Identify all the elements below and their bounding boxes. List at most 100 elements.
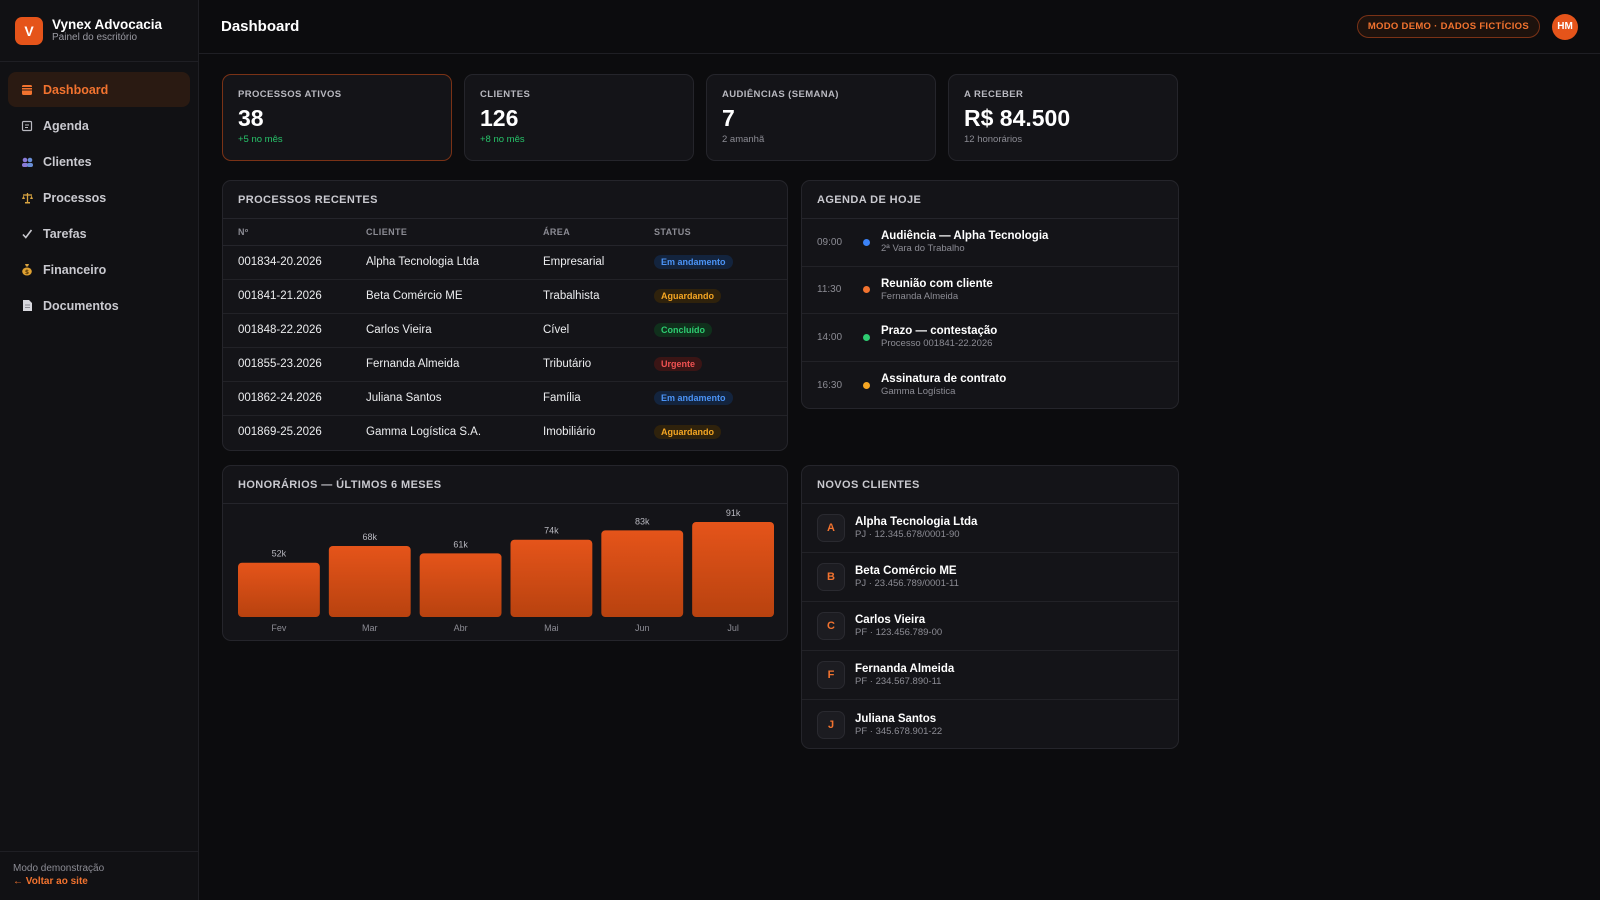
process-status-cell: Aguardando (654, 279, 787, 314)
client-avatar: J (817, 710, 845, 739)
agenda-dot-icon (863, 238, 870, 246)
client-name: Beta Comércio ME (855, 565, 957, 577)
agenda-item[interactable]: 11:30 Reunião com cliente Fernanda Almeida (802, 267, 1178, 314)
stat-value: 7 (722, 105, 735, 131)
list-item[interactable]: B Beta Comércio ME PJ · 23.456.789/0001-11 (802, 553, 1178, 602)
demo-mode-note: Modo demonstração (13, 863, 105, 874)
table-row[interactable]: 001834-20.2026 Alpha Tecnologia Ltda Empre… (223, 245, 787, 280)
client-list: A Alpha Tecnologia Ltda PJ · 12.345.678/00… (802, 504, 1178, 749)
check-icon (20, 227, 34, 241)
stat-note: 12 honorários (964, 134, 1023, 145)
stat-value: 126 (480, 105, 519, 131)
bar-value-label: 91k (726, 508, 741, 518)
table-header-row: Nº CLIENTE ÁREA STATUS (223, 219, 787, 246)
x-tick-label: Mai (544, 623, 559, 633)
page-title: Dashboard (221, 18, 300, 35)
agenda-dot-icon (863, 333, 870, 341)
process-number: 001862-24.2026 (223, 381, 366, 416)
list-item[interactable]: A Alpha Tecnologia Ltda PJ · 12.345.678/00… (802, 504, 1178, 553)
agenda-dot-icon (863, 286, 870, 294)
list-item[interactable]: F Fernanda Almeida PF · 234.567.890-11 (802, 651, 1178, 700)
stat-value: 38 (238, 105, 264, 131)
agenda-time: 16:30 (817, 379, 843, 391)
agenda-subtitle: 2ª Vara do Trabalho (881, 243, 965, 255)
sidebar-footer: Modo demonstração ← Voltar ao site (0, 851, 198, 900)
status-badge: Concluído (654, 323, 712, 337)
table-row[interactable]: 001848-22.2026 Carlos Vieira Cível Concluíd… (223, 313, 787, 348)
sidebar-item-documentos[interactable]: Documentos (8, 288, 190, 323)
stat-note: +5 no mês (238, 134, 283, 145)
grid-icon (20, 83, 34, 97)
sidebar-item-label: Dashboard (43, 82, 109, 97)
sidebar-item-label: Documentos (43, 298, 119, 313)
stat-label: AUDIÊNCIAS (SEMANA) (722, 89, 839, 100)
x-tick-label: Mar (362, 623, 378, 633)
sidebar-item-processos[interactable]: Processos (8, 180, 190, 215)
agenda-item[interactable]: 16:30 Assinatura de contrato Gamma Logísti… (802, 362, 1178, 410)
list-item[interactable]: J Juliana Santos PF · 345.678.901-22 (802, 700, 1178, 749)
document-icon (20, 299, 34, 313)
process-area: Tributário (543, 347, 654, 382)
back-to-site-link[interactable]: ← Voltar ao site (13, 876, 88, 887)
bar-value-label: 61k (453, 539, 468, 549)
client-name: Juliana Santos (855, 712, 937, 725)
process-status-cell: Concluído (654, 313, 787, 348)
today-agenda-panel: AGENDA DE HOJE 09:00 Audiência — Alpha Te… (801, 180, 1179, 409)
process-area: Empresarial (543, 245, 654, 280)
bar-value-label: 68k (362, 532, 377, 542)
client-avatar: B (817, 563, 845, 591)
process-area: Imobiliário (543, 426, 596, 439)
column-header: STATUS (654, 219, 787, 246)
x-tick-label: Abr (454, 623, 468, 633)
sidebar-item-label: Tarefas (43, 226, 87, 241)
agenda-title: Prazo — contestação (881, 325, 998, 338)
client-name: Alpha Tecnologia Ltda (855, 516, 978, 528)
table-row[interactable]: 001869-25.2026 Gamma Logística S.A. Imobil… (223, 415, 787, 449)
agenda-item[interactable]: 14:00 Prazo — contestação Processo 001841-… (802, 314, 1178, 362)
sidebar-item-clientes[interactable]: Clientes (8, 144, 190, 179)
process-status-cell: Urgente (654, 347, 787, 382)
process-client: Fernanda Almeida (366, 347, 543, 382)
process-client: Juliana Santos (366, 381, 543, 416)
client-document: PJ · 23.456.789/0001-11 (855, 578, 959, 589)
sidebar-item-dashboard[interactable]: Dashboard (8, 72, 190, 107)
status-badge: Aguardando (654, 425, 721, 440)
process-client: Gamma Logística S.A. (366, 426, 482, 439)
stat-card-hearings-week: AUDIÊNCIAS (SEMANA) 7 2 amanhã (706, 74, 936, 161)
status-badge: Urgente (654, 357, 703, 371)
x-tick-label: Fev (271, 623, 287, 633)
agenda-item[interactable]: 09:00 Audiência — Alpha Tecnologia 2ª Vara… (802, 219, 1178, 267)
agenda-subtitle: Processo 001841-22.2026 (881, 338, 993, 350)
list-item[interactable]: C Carlos Vieira PF · 123.456.789-00 (802, 602, 1178, 651)
calendar-icon (20, 119, 34, 133)
sidebar-item-financeiro[interactable]: $ Financeiro (8, 252, 190, 287)
x-tick-label: Jul (727, 623, 739, 633)
table-row[interactable]: 001841-21.2026 Beta Comércio ME Trabalhist… (223, 279, 787, 314)
stat-value: R$ 84.500 (964, 105, 1071, 131)
client-name: Fernanda Almeida (855, 663, 955, 675)
demo-mode-badge: MODO DEMO · DADOS FICTÍCIOS (1356, 15, 1540, 38)
process-number: 001848-22.2026 (223, 313, 366, 348)
client-avatar: A (817, 514, 845, 542)
brand-subtitle: Painel do escritório (52, 32, 138, 43)
process-number: 001841-21.2026 (223, 279, 366, 314)
avatar[interactable]: HM (1552, 13, 1578, 40)
bar-mar (328, 546, 411, 617)
status-badge: Aguardando (654, 289, 721, 303)
client-avatar: C (817, 612, 845, 640)
agenda-subtitle: Gamma Logística (881, 386, 956, 398)
column-header: CLIENTE (366, 219, 543, 246)
stat-label: CLIENTES (480, 89, 531, 100)
sidebar-item-tarefas[interactable]: Tarefas (8, 216, 190, 251)
table-row[interactable]: 001862-24.2026 Juliana Santos Família Em an… (223, 381, 787, 416)
sidebar-item-label: Agenda (43, 118, 89, 133)
table-row[interactable]: 001855-23.2026 Fernanda Almeida Tributário… (223, 347, 787, 382)
svg-text:$: $ (25, 269, 29, 276)
process-status-cell: Aguardando (654, 415, 787, 449)
process-area: Trabalhista (543, 279, 654, 314)
bar-value-label: 74k (544, 526, 559, 536)
new-clients-panel: NOVOS CLIENTES A Alpha Tecnologia Ltda PJ … (801, 465, 1179, 749)
agenda-title: Audiência — Alpha Tecnologia (881, 230, 1049, 243)
topbar: Dashboard MODO DEMO · DADOS FICTÍCIOS HM (199, 0, 1600, 54)
sidebar-item-agenda[interactable]: Agenda (8, 108, 190, 143)
